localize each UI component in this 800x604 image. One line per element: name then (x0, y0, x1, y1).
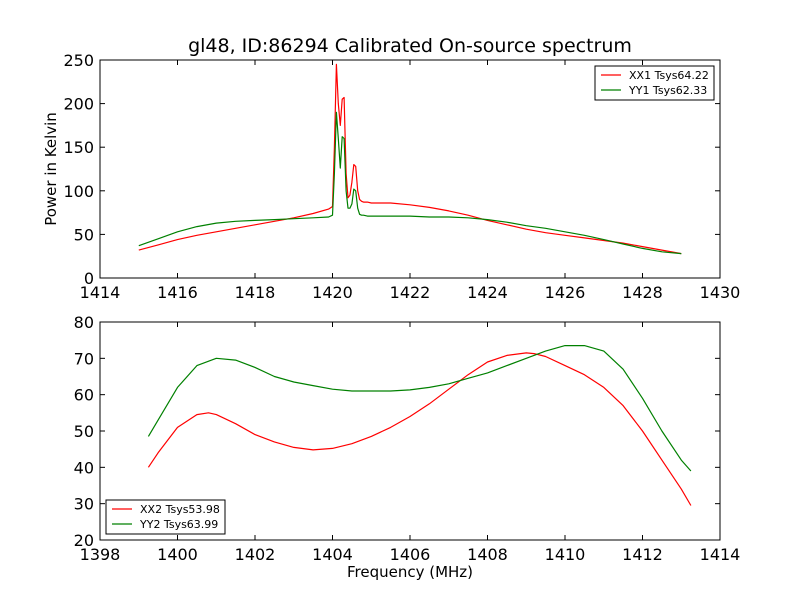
x-tick-label-0-2: 1418 (235, 283, 276, 302)
x-tick-label-0-3: 1420 (312, 283, 353, 302)
series-line-1-0 (147, 352, 692, 506)
legend-box-1 (105, 499, 226, 535)
y-tick-label-0-3: 150 (63, 138, 94, 157)
legend-label-0-1: YY1 Tsys62.33 (628, 84, 707, 97)
legend-0: XX1 Tsys64.22 YY1 Tsys62.33 (594, 65, 715, 101)
x-axis-title-1: Frequency (MHz) (347, 563, 473, 581)
x-tick-label-1-8: 1414 (700, 545, 741, 564)
y-tick-label-1-4: 60 (74, 386, 94, 405)
x-tick-label-0-0: 1414 (80, 283, 121, 302)
series-line-1-1 (147, 345, 692, 472)
y-tick-label-1-6: 80 (74, 313, 94, 332)
top-panel: 1414 1416 1418 1420 1422 1424 1426 1428 1430 0 50 1… (42, 51, 740, 302)
x-tick-label-1-7: 1412 (622, 545, 663, 564)
x-tick-label-1-2: 1402 (235, 545, 276, 564)
y-tick-label-0-2: 100 (63, 182, 94, 201)
y-tick-label-0-0: 0 (84, 269, 94, 288)
y-tick-label-1-1: 30 (74, 495, 94, 514)
y-tick-label-1-3: 50 (74, 422, 94, 441)
y-tick-label-0-5: 250 (63, 51, 94, 70)
legend-1: XX2 Tsys53.98 YY2 Tsys63.99 (105, 499, 226, 535)
y-tick-label-1-2: 40 (74, 458, 94, 477)
x-tick-label-0-4: 1422 (390, 283, 431, 302)
y-tick-label-1-5: 70 (74, 349, 94, 368)
x-tick-label-0-6: 1426 (545, 283, 586, 302)
x-tick-label-1-3: 1404 (312, 545, 353, 564)
x-tick-label-1-6: 1410 (545, 545, 586, 564)
x-tick-label-0-5: 1424 (467, 283, 508, 302)
legend-label-0-0: XX1 Tsys64.22 (629, 69, 709, 82)
x-tick-label-0-7: 1428 (622, 283, 663, 302)
y-axis-title-0: Power in Kelvin (42, 112, 60, 226)
x-tick-label-1-4: 1406 (390, 545, 431, 564)
y-tick-label-0-1: 50 (74, 225, 94, 244)
y-tick-label-1-0: 20 (74, 531, 94, 550)
x-tick-label-1-5: 1408 (467, 545, 508, 564)
x-tick-label-1-1: 1400 (157, 545, 198, 564)
x-tick-label-1-0: 1398 (80, 545, 121, 564)
x-tick-label-0-8: 1430 (700, 283, 741, 302)
legend-label-1-1: YY2 Tsys63.99 (139, 518, 218, 531)
x-tick-label-0-1: 1416 (157, 283, 198, 302)
series-line-0-1 (138, 111, 682, 255)
figure-title: gl48, ID:86294 Calibrated On-source spec… (188, 35, 632, 57)
y-tick-label-0-4: 200 (63, 95, 94, 114)
bottom-panel: 1398 1400 1402 1404 1406 1408 1410 1412 1414 20 30… (74, 313, 741, 581)
legend-label-1-0: XX2 Tsys53.98 (140, 503, 220, 516)
legend-box-0 (594, 65, 715, 101)
